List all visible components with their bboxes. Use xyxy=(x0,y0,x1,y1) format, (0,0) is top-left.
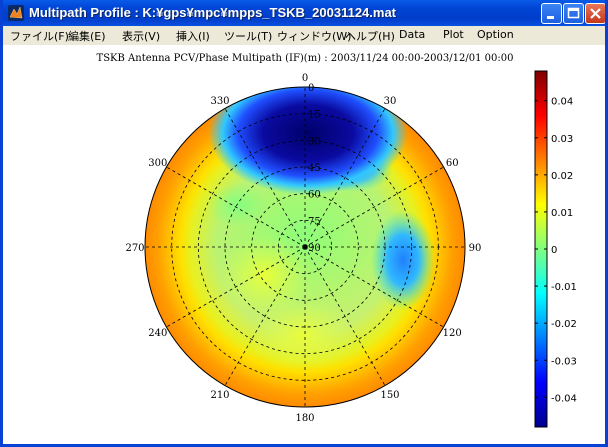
azimuth-tick-label: 30 xyxy=(384,96,397,107)
elevation-tick-label: 45 xyxy=(308,163,321,174)
menu-bar: ファイル(F) 編集(E) 表示(V) 挿入(I) ツール(T) ウィンドウ(W… xyxy=(3,26,605,45)
azimuth-gridline xyxy=(304,246,444,328)
menu-tools[interactable]: ツール(T) xyxy=(224,30,273,43)
plot-title: TSKB Antenna PCV/Phase Multipath (IF)(m)… xyxy=(97,53,514,64)
colorbar-tick-label: -0.01 xyxy=(551,282,577,293)
elevation-tick-label: 90 xyxy=(308,243,321,254)
close-icon xyxy=(590,8,601,19)
azimuth-gridline xyxy=(304,108,386,248)
colorbar-tick-label: 0.01 xyxy=(551,208,573,219)
colorbar-tick-label: 0.03 xyxy=(551,134,573,145)
figure-canvas: TSKB Antenna PCV/Phase Multipath (IF)(m)… xyxy=(3,45,605,444)
colorbar-tick-label: 0.02 xyxy=(551,171,573,182)
elevation-labels: 0 15 30 45 60 75 90 xyxy=(308,83,321,254)
colorbar-tick-label: 0.04 xyxy=(551,97,573,108)
elevation-tick-label: 75 xyxy=(308,216,321,227)
matlab-app-icon xyxy=(8,5,24,21)
elevation-tick-label: 60 xyxy=(308,190,321,201)
colorbar-tick-label: 0 xyxy=(551,245,557,256)
azimuth-gridline xyxy=(224,246,306,386)
colorbar-ticks: 0.04 0.03 0.02 0.01 0 -0.01 -0.02 -0.03 -0.04 xyxy=(535,97,577,404)
azimuth-gridline xyxy=(166,246,306,328)
maximize-button[interactable] xyxy=(563,3,584,24)
menu-help[interactable]: ヘルプ(H) xyxy=(345,30,395,43)
azimuth-tick-label: 270 xyxy=(125,243,144,254)
close-button[interactable] xyxy=(585,3,605,24)
elevation-gridline xyxy=(197,139,413,355)
menu-edit[interactable]: 編集(E) xyxy=(68,30,106,43)
azimuth-tick-label: 330 xyxy=(210,96,229,107)
menu-plot[interactable]: Plot xyxy=(443,28,464,41)
menu-file[interactable]: ファイル(F) xyxy=(10,30,69,43)
elevation-tick-label: 15 xyxy=(308,110,321,121)
heatmap-field xyxy=(145,87,465,407)
minimize-icon xyxy=(547,16,554,19)
menu-insert[interactable]: 挿入(I) xyxy=(176,30,210,43)
menu-view[interactable]: 表示(V) xyxy=(122,30,161,43)
minimize-button[interactable] xyxy=(541,3,562,24)
azimuth-tick-label: 300 xyxy=(148,158,167,169)
azimuth-tick-label: 240 xyxy=(148,328,167,339)
window-title: Multipath Profile : K:¥gps¥mpc¥mpps_TSKB… xyxy=(29,5,397,20)
elevation-tick-label: 30 xyxy=(308,136,321,147)
menu-option[interactable]: Option xyxy=(477,28,514,41)
azimuth-tick-label: 60 xyxy=(446,158,459,169)
azimuth-gridline xyxy=(304,166,444,248)
azimuth-tick-label: 180 xyxy=(295,413,314,424)
polar-grid xyxy=(145,87,465,407)
azimuth-tick-label: 90 xyxy=(469,243,482,254)
elevation-tick-label: 0 xyxy=(308,83,314,94)
azimuth-gridline xyxy=(224,108,306,248)
colorbar-tick-label: -0.03 xyxy=(551,356,577,367)
polar-skyplot[interactable]: TSKB Antenna PCV/Phase Multipath (IF)(m)… xyxy=(3,45,605,447)
menu-data[interactable]: Data xyxy=(399,28,426,41)
colorbar-tick-label: -0.04 xyxy=(551,393,577,404)
azimuth-gridline xyxy=(166,166,306,248)
colorbar-tick-label: -0.02 xyxy=(551,319,577,330)
maximize-icon xyxy=(567,7,580,19)
azimuth-gridline xyxy=(304,246,386,386)
azimuth-tick-label: 150 xyxy=(380,390,399,401)
azimuth-tick-label: 210 xyxy=(210,390,229,401)
azimuth-tick-label: 0 xyxy=(302,73,308,84)
azimuth-tick-label: 120 xyxy=(443,328,462,339)
menu-window[interactable]: ウィンドウ(W) xyxy=(277,30,352,43)
zenith-marker xyxy=(302,244,308,250)
elevation-gridline xyxy=(251,193,359,301)
title-bar[interactable]: Multipath Profile : K:¥gps¥mpc¥mpps_TSKB… xyxy=(3,0,605,26)
skyplot-boundary xyxy=(144,86,466,408)
